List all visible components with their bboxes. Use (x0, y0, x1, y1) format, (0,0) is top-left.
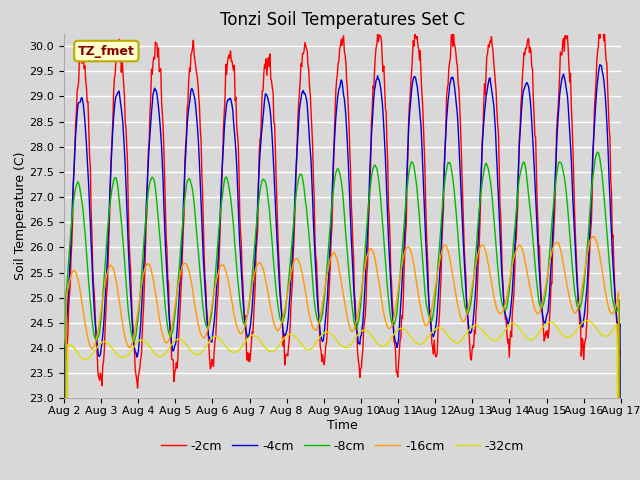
Line: -2cm: -2cm (64, 23, 621, 388)
-8cm (214, 247, 221, 252)
Title: Tonzi Soil Temperatures Set C: Tonzi Soil Temperatures Set C (220, 11, 465, 29)
-2cm (134, 385, 141, 391)
Line: -4cm: -4cm (64, 65, 621, 480)
-16cm (214, 274, 221, 279)
-32cm (410, 338, 418, 344)
Y-axis label: Soil Temperature (C): Soil Temperature (C) (13, 152, 27, 280)
-2cm (428, 319, 435, 324)
-2cm (185, 78, 193, 84)
-4cm (410, 74, 418, 80)
-2cm (598, 20, 605, 26)
-16cm (426, 313, 434, 319)
-32cm (70, 345, 78, 351)
-16cm (184, 264, 192, 270)
-32cm (127, 348, 135, 354)
-32cm (184, 344, 192, 350)
-32cm (426, 332, 434, 337)
-4cm (127, 304, 135, 310)
-2cm (60, 369, 68, 375)
-8cm (70, 194, 78, 200)
Text: TZ_fmet: TZ_fmet (78, 45, 135, 58)
Line: -32cm: -32cm (64, 321, 621, 480)
-8cm (410, 164, 418, 170)
-4cm (214, 273, 221, 278)
-8cm (426, 317, 434, 323)
-4cm (426, 319, 434, 324)
-4cm (596, 62, 604, 68)
-8cm (127, 330, 135, 336)
-2cm (70, 168, 78, 174)
-32cm (214, 334, 221, 340)
Line: -16cm: -16cm (64, 237, 621, 480)
-4cm (184, 112, 192, 118)
-16cm (70, 268, 78, 274)
Legend: -2cm, -4cm, -8cm, -16cm, -32cm: -2cm, -4cm, -8cm, -16cm, -32cm (156, 435, 529, 458)
-2cm (127, 289, 135, 295)
X-axis label: Time: Time (327, 419, 358, 432)
-8cm (184, 177, 192, 183)
-2cm (214, 289, 222, 295)
-2cm (411, 30, 419, 36)
-32cm (583, 318, 591, 324)
-16cm (127, 342, 135, 348)
-16cm (589, 234, 596, 240)
-8cm (594, 149, 602, 155)
Line: -8cm: -8cm (64, 152, 621, 480)
-4cm (70, 162, 78, 168)
-16cm (410, 263, 418, 269)
-2cm (617, 348, 625, 354)
